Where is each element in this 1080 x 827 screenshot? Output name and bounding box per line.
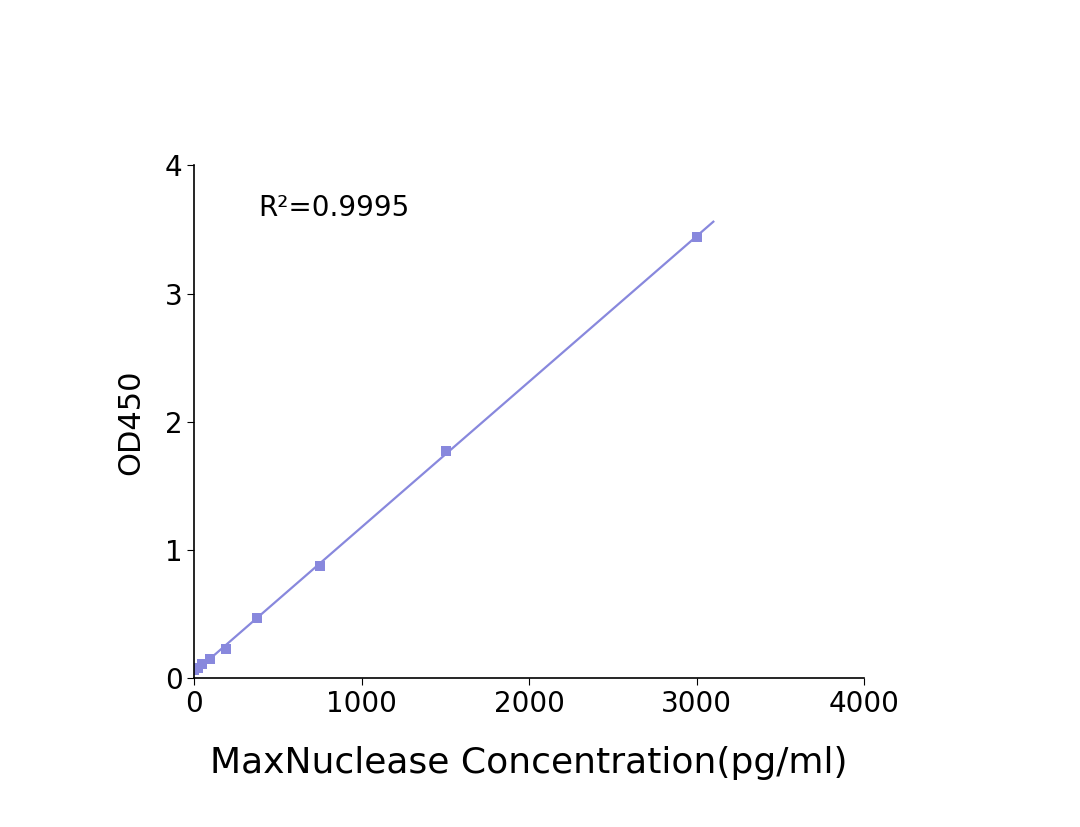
Point: [202, 653, 219, 666]
Y-axis label: OD450: OD450: [117, 369, 146, 475]
Point: [436, 444, 455, 457]
Point: [193, 657, 211, 671]
Point: [190, 661, 207, 674]
Point: [688, 231, 705, 244]
X-axis label: MaxNuclease Concentration(pg/ml): MaxNuclease Concentration(pg/ml): [211, 746, 848, 780]
Point: [217, 643, 234, 656]
Text: R²=0.9995: R²=0.9995: [258, 194, 409, 222]
Point: [311, 559, 328, 572]
Point: [186, 663, 203, 676]
Point: [248, 612, 266, 625]
